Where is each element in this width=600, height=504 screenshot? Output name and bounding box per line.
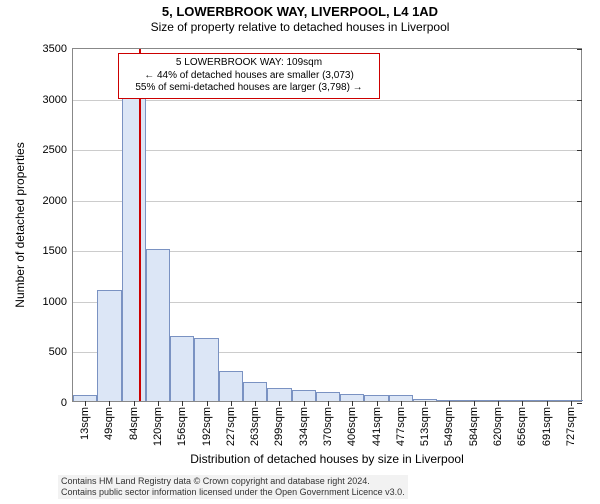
y-tick-label: 0 xyxy=(61,397,73,409)
x-tick-label: 263sqm xyxy=(249,401,261,446)
attribution-footer: Contains HM Land Registry data © Crown c… xyxy=(58,475,408,499)
histogram-bar xyxy=(146,249,170,401)
y-axis-label: Number of detached properties xyxy=(13,142,27,307)
histogram-bar xyxy=(219,371,243,401)
x-tick-label: 620sqm xyxy=(492,401,504,446)
x-tick-label: 406sqm xyxy=(346,401,358,446)
x-tick-label: 727sqm xyxy=(565,401,577,446)
y-tick-label: 2000 xyxy=(43,195,73,207)
x-tick-label: 299sqm xyxy=(273,401,285,446)
x-tick-label: 441sqm xyxy=(371,401,383,446)
y-tick-label: 3000 xyxy=(43,94,73,106)
y-tick-label: 1500 xyxy=(43,245,73,257)
histogram-bar xyxy=(292,390,316,401)
x-tick-label: 656sqm xyxy=(516,401,528,446)
x-tick-label: 691sqm xyxy=(541,401,553,446)
y-tick-label: 3500 xyxy=(43,43,73,55)
property-info-box: 5 LOWERBROOK WAY: 109sqm← 44% of detache… xyxy=(118,53,380,99)
histogram-bar xyxy=(122,83,146,401)
page-subtitle: Size of property relative to detached ho… xyxy=(0,20,600,34)
property-marker-line xyxy=(139,49,141,401)
histogram-bar xyxy=(170,336,194,401)
y-tick-label: 1000 xyxy=(43,296,73,308)
x-tick-label: 49sqm xyxy=(103,401,115,440)
histogram-bar xyxy=(194,338,218,401)
x-tick-label: 192sqm xyxy=(201,401,213,446)
x-tick-label: 120sqm xyxy=(152,401,164,446)
histogram-bar xyxy=(267,388,291,401)
histogram-bar xyxy=(340,394,364,401)
x-tick-label: 477sqm xyxy=(395,401,407,446)
x-tick-label: 227sqm xyxy=(225,401,237,446)
histogram-bar xyxy=(97,290,121,401)
x-tick-label: 513sqm xyxy=(419,401,431,446)
y-tick-label: 2500 xyxy=(43,144,73,156)
gridline xyxy=(73,100,581,101)
chart-plot-area: 050010001500200025003000350013sqm49sqm84… xyxy=(72,48,582,402)
info-box-line: 55% of semi-detached houses are larger (… xyxy=(125,82,373,95)
info-box-line: ← 44% of detached houses are smaller (3,… xyxy=(125,70,373,83)
y-tick-label: 500 xyxy=(49,346,73,358)
x-tick-label: 84sqm xyxy=(128,401,140,440)
histogram-bar xyxy=(243,382,267,401)
info-box-line: 5 LOWERBROOK WAY: 109sqm xyxy=(125,57,373,70)
x-tick-label: 156sqm xyxy=(176,401,188,446)
footer-line: Contains HM Land Registry data © Crown c… xyxy=(61,476,405,487)
footer-line: Contains public sector information licen… xyxy=(61,487,405,498)
x-tick-label: 584sqm xyxy=(468,401,480,446)
x-tick-label: 334sqm xyxy=(298,401,310,446)
x-tick-label: 370sqm xyxy=(322,401,334,446)
gridline xyxy=(73,201,581,202)
x-axis-label: Distribution of detached houses by size … xyxy=(190,452,464,466)
gridline xyxy=(73,150,581,151)
histogram-bar xyxy=(316,392,340,401)
page-title: 5, LOWERBROOK WAY, LIVERPOOL, L4 1AD xyxy=(0,4,600,20)
x-tick-label: 549sqm xyxy=(443,401,455,446)
x-tick-label: 13sqm xyxy=(79,401,91,440)
